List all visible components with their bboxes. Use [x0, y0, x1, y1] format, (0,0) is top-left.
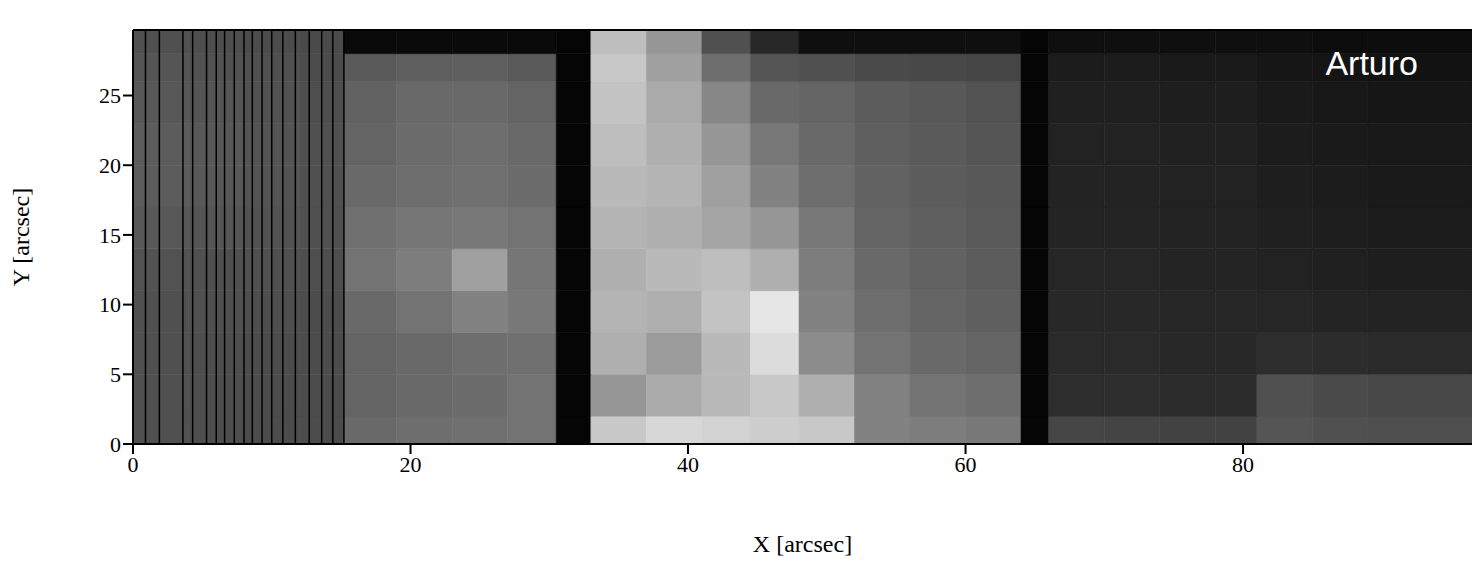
svg-text:15: 15: [99, 223, 121, 248]
svg-text:Y [arcsec]: Y [arcsec]: [8, 188, 34, 286]
svg-text:25: 25: [99, 83, 121, 108]
svg-text:0: 0: [110, 432, 121, 457]
svg-text:10: 10: [99, 292, 121, 317]
svg-text:5: 5: [110, 362, 121, 387]
svg-text:0: 0: [128, 452, 139, 477]
svg-text:60: 60: [955, 452, 977, 477]
svg-text:20: 20: [99, 153, 121, 178]
svg-text:X [arcsec]: X [arcsec]: [753, 531, 852, 557]
html-text:Arturo: Arturo: [1325, 44, 1418, 82]
svg-text:80: 80: [1232, 452, 1254, 477]
svg-text:40: 40: [677, 452, 699, 477]
svg-text:20: 20: [400, 452, 422, 477]
